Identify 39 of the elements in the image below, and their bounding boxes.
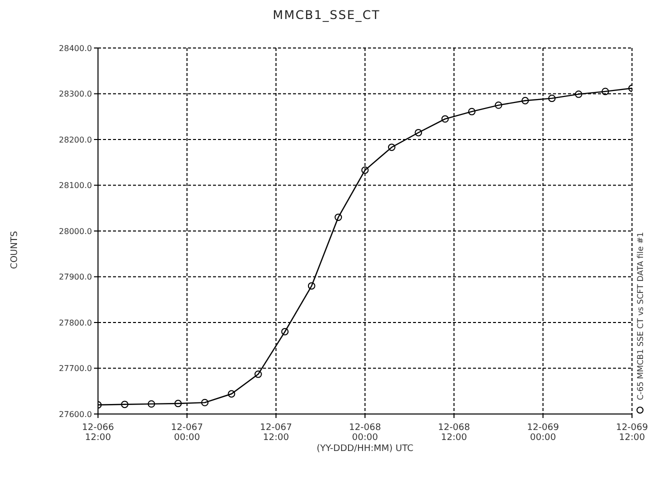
point [281,328,289,336]
y-axis-title: COUNTS [10,231,20,269]
point [522,96,529,104]
point [388,144,396,151]
point [308,282,316,290]
point [201,398,208,406]
text: C-65 MMCB1 SSE CT vs SCFT DATA file #1 [636,232,645,400]
point [254,370,262,378]
x-tick-label: 12-068 12:00 [438,423,470,443]
y-tick-label: 27600.0 [58,410,92,419]
y-tick-label: 28100.0 [58,181,92,190]
point [361,166,369,174]
point [174,400,182,408]
y-tick-label: 28000.0 [58,226,92,236]
point [494,101,502,109]
y-tick-label: 27800.0 [58,318,92,328]
y-tick-label: 27900.0 [58,272,92,282]
x-tick-label: 12-066 12:00 [82,423,114,443]
x-tick-label: 12-068 00:00 [349,423,382,443]
point [602,88,609,96]
point [228,390,236,398]
point [441,115,449,123]
point [414,128,422,136]
point [548,94,556,102]
y-tick-label: 28200.0 [58,135,92,144]
x-axis-title: (YY-DDD/HH:MM) UTC [316,444,414,454]
x-tick-label: 12-067 12:00 [260,423,292,443]
point [574,90,582,98]
y-tick-label: 28400.0 [58,44,92,53]
x-tick-label: 12-069 00:00 [527,423,560,443]
y-tick-label: 28300.0 [58,90,92,99]
x-tick-label: 12-069 12:00 [616,423,648,443]
point [148,400,156,408]
point [334,214,342,221]
x-tick-label: 12-067 00:00 [171,423,203,443]
y-tick-label: 27700.0 [58,364,92,374]
point [121,400,128,408]
point [468,108,476,116]
chart-title: MMCB1_SSE_CT [272,8,382,22]
